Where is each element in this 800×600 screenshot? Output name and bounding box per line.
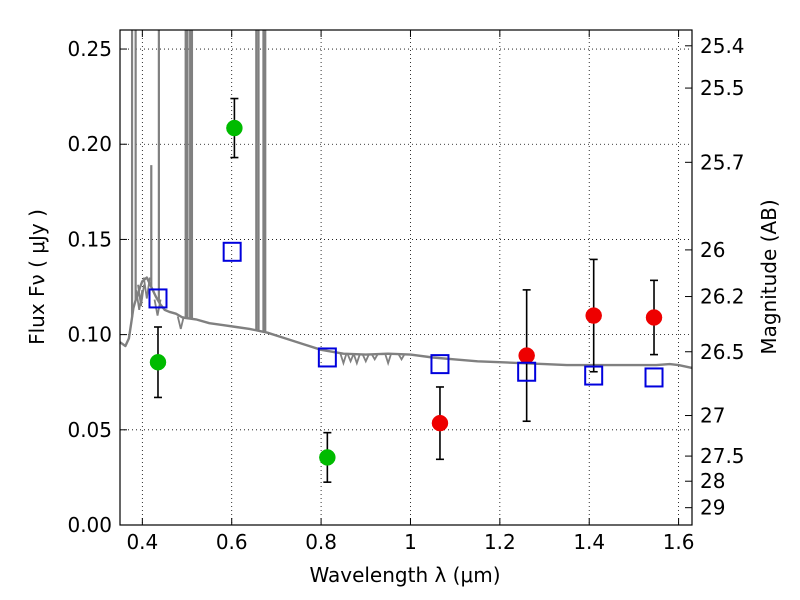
absorption-feature	[153, 299, 162, 316]
absorption-feature	[142, 277, 151, 299]
absorption-feature	[397, 353, 406, 362]
absorption-feature	[384, 353, 392, 367]
x-tick-label: 0.8	[305, 530, 337, 554]
right-tick-label: 25.4	[700, 34, 745, 58]
right-tick-label: 25.5	[700, 76, 745, 100]
grid-lines	[120, 30, 692, 526]
x-tick-labels: 0.4 0.6 0.8 1 1.2 1.4 1.6	[126, 530, 694, 554]
absorption-feature	[361, 354, 370, 364]
absorption-feature	[346, 353, 355, 364]
model-spectrum	[119, 30, 693, 370]
x-tick-label: 1.2	[484, 530, 516, 554]
right-tick-label: 25.7	[700, 150, 745, 174]
right-tick-label: 28	[700, 469, 725, 493]
absorption-feature	[176, 316, 185, 330]
model-curve	[119, 276, 693, 370]
red-data-point	[585, 307, 602, 324]
tick-marks	[120, 30, 692, 526]
red-data-point	[518, 347, 535, 364]
green-data-point	[319, 449, 336, 466]
y-axis-label: Flux Fν ( μJy )	[25, 209, 49, 345]
y-tick-label: 0.00	[67, 513, 112, 537]
right-axis-label: Magnitude (AB)	[757, 199, 781, 354]
data-marks	[148, 97, 664, 483]
x-tick-label: 1.4	[573, 530, 605, 554]
right-tick-labels: 25.4 25.5 25.7 26 26.2 26.5 27 27.528 29	[700, 34, 745, 520]
x-tick-label: 0.6	[216, 530, 248, 554]
right-tick-label: 26.5	[700, 340, 745, 364]
model-flux-square	[584, 365, 604, 386]
model-flux-square	[517, 361, 537, 382]
model-flux-square	[222, 241, 242, 262]
model-flux-square	[430, 354, 450, 375]
absorption-feature	[352, 353, 361, 367]
green-data-point	[226, 119, 243, 137]
model-flux-square	[148, 288, 168, 309]
absorption-feature	[135, 289, 144, 310]
red-data-point	[645, 309, 663, 326]
right-tick-label: 26.2	[700, 285, 745, 309]
y-tick-labels: 0.00 0.05 0.10 0.15 0.20 0.25	[67, 37, 112, 537]
red-data-point	[431, 414, 449, 432]
absorption-feature	[370, 353, 379, 362]
y-tick-label: 0.10	[67, 323, 112, 347]
y-tick-label: 0.05	[67, 418, 112, 442]
model-flux-square	[644, 367, 664, 388]
right-tick-label: 27.5	[700, 444, 745, 468]
x-tick-label: 1	[404, 530, 417, 554]
y-tick-label: 0.15	[67, 227, 112, 251]
y-tick-label: 0.20	[67, 132, 112, 156]
model-flux-square	[317, 347, 337, 368]
right-tick-label: 27	[700, 404, 725, 428]
x-tick-label: 0.4	[126, 530, 158, 554]
y-tick-label: 0.25	[67, 37, 112, 61]
green-data-point	[149, 353, 167, 371]
right-tick-label: 26	[700, 238, 725, 262]
absorption-feature	[339, 353, 348, 367]
absorption-feature	[137, 284, 145, 307]
plot-frame	[119, 29, 693, 526]
right-tick-label: 29	[700, 496, 725, 520]
x-tick-label: 1.6	[663, 530, 695, 554]
x-axis-label: Wavelength λ (μm)	[309, 563, 500, 587]
